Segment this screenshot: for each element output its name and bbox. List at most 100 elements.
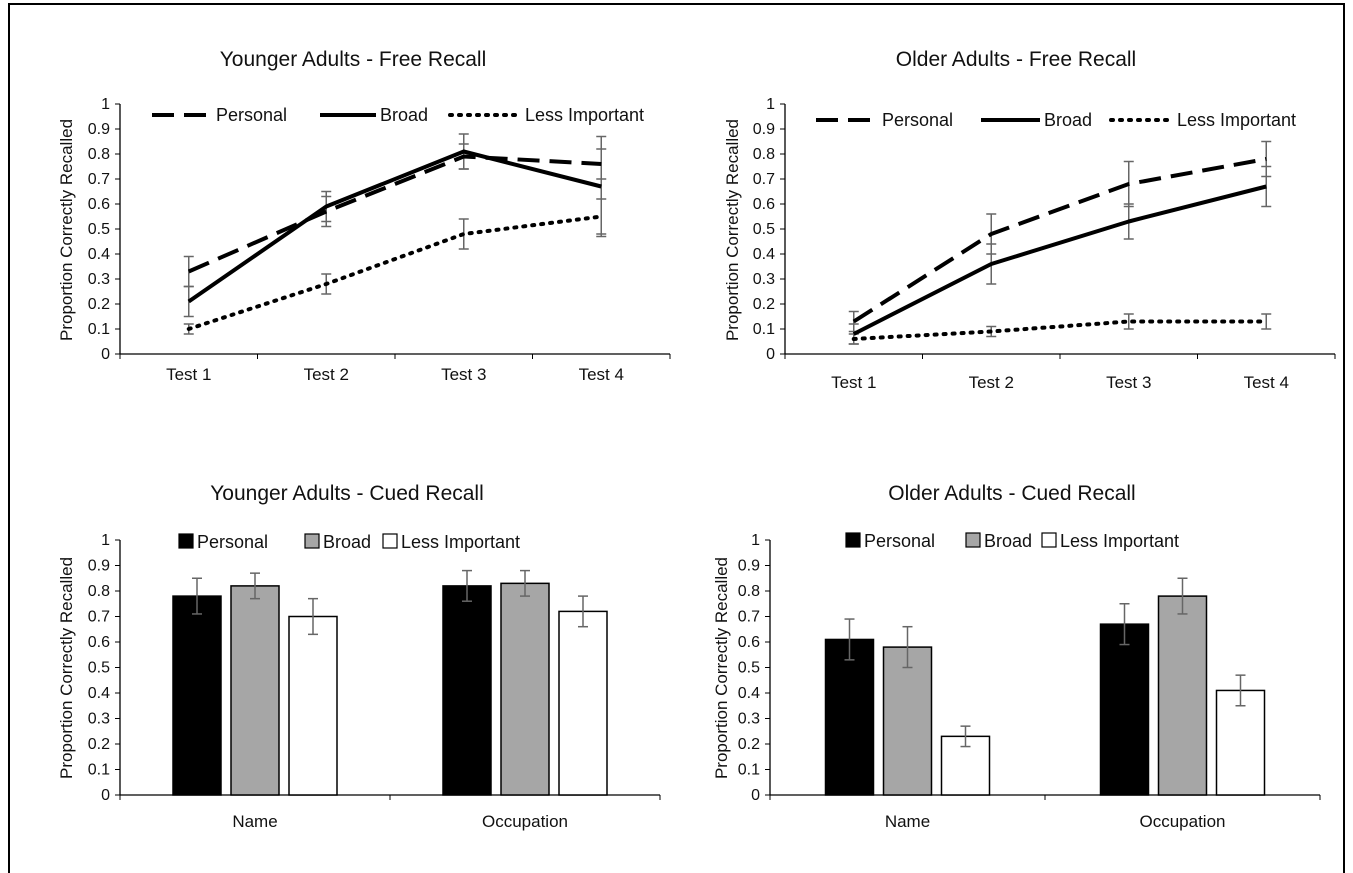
y-tick-label: 0.4	[88, 246, 110, 263]
y-axis-label: Proportion Correctly Recalled	[57, 557, 76, 779]
legend-label: Less Important	[1177, 110, 1296, 130]
y-tick-label: 1	[101, 532, 110, 549]
legend-label: Less Important	[1060, 531, 1179, 551]
y-tick-label: 0.8	[738, 583, 760, 600]
y-tick-label: 0.3	[753, 271, 775, 288]
legend-label: Broad	[380, 105, 428, 125]
bar-broad	[231, 586, 279, 795]
y-tick-label: 0.6	[88, 196, 110, 213]
y-tick-label: 0.5	[753, 221, 775, 238]
y-axis-label: Proportion Correctly Recalled	[57, 119, 76, 341]
bar-broad	[501, 583, 549, 795]
legend-label: Broad	[1044, 110, 1092, 130]
x-tick-label: Occupation	[482, 812, 568, 831]
x-tick-label: Test 4	[1244, 373, 1289, 392]
x-tick-label: Test 1	[831, 373, 876, 392]
legend-swatch	[383, 534, 397, 548]
legend-swatch	[179, 534, 193, 548]
y-tick-label: 0.9	[738, 558, 760, 575]
y-tick-label: 0.7	[88, 171, 110, 188]
y-tick-label: 0.7	[738, 609, 760, 626]
legend-label: Broad	[984, 531, 1032, 551]
y-tick-label: 0.5	[738, 660, 760, 677]
x-tick-label: Test 3	[1106, 373, 1151, 392]
chart-title: Younger Adults - Free Recall	[220, 48, 487, 71]
chart-title: Older Adults - Free Recall	[896, 48, 1136, 71]
y-tick-label: 1	[751, 532, 760, 549]
y-tick-label: 0.8	[753, 146, 775, 163]
x-tick-label: Occupation	[1140, 812, 1226, 831]
y-tick-label: 0.9	[88, 121, 110, 138]
legend-swatch	[305, 534, 319, 548]
series-line-personal	[189, 157, 602, 272]
bar-personal	[826, 639, 874, 795]
series-line-less-important	[189, 217, 602, 330]
y-tick-label: 0	[101, 346, 110, 363]
legend-label: Less Important	[525, 105, 644, 125]
ya-free-chart: Younger Adults - Free Recall Proportion C…	[57, 48, 670, 384]
legend-swatch	[966, 533, 980, 547]
y-axis-label: Proportion Correctly Recalled	[712, 557, 731, 779]
oa-cued-chart: Older Adults - Cued Recall Proportion Cor…	[712, 482, 1320, 831]
y-tick-label: 0.5	[88, 221, 110, 238]
y-tick-label: 0.2	[738, 736, 760, 753]
legend-label: Less Important	[401, 532, 520, 552]
bar-personal	[1101, 624, 1149, 795]
legend-label: Personal	[216, 105, 287, 125]
y-tick-label: 0.9	[88, 558, 110, 575]
y-tick-label: 0.5	[88, 660, 110, 677]
y-tick-label: 0.6	[738, 634, 760, 651]
y-tick-label: 1	[766, 96, 775, 113]
x-tick-label: Test 4	[579, 365, 624, 384]
bar-less-important	[289, 617, 337, 796]
x-tick-label: Name	[885, 812, 930, 831]
y-tick-label: 0.6	[88, 634, 110, 651]
bar-broad	[1159, 596, 1207, 795]
x-tick-label: Test 1	[166, 365, 211, 384]
y-tick-label: 0.9	[753, 121, 775, 138]
y-tick-label: 0.4	[88, 685, 110, 702]
y-tick-label: 0.4	[753, 246, 775, 263]
legend-label: Personal	[197, 532, 268, 552]
y-tick-label: 0.3	[738, 711, 760, 728]
y-tick-label: 0.2	[88, 736, 110, 753]
chart-title: Older Adults - Cued Recall	[888, 482, 1135, 505]
series-line-less-important	[854, 322, 1267, 340]
x-tick-label: Test 2	[304, 365, 349, 384]
legend-label: Broad	[323, 532, 371, 552]
y-tick-label: 0.3	[88, 711, 110, 728]
bar-broad	[884, 647, 932, 795]
y-tick-label: 0.1	[753, 321, 775, 338]
y-tick-label: 0.1	[88, 321, 110, 338]
y-tick-label: 0.8	[88, 583, 110, 600]
ya-cued-chart: Younger Adults - Cued Recall Proportion C…	[57, 482, 660, 831]
legend-label: Personal	[882, 110, 953, 130]
y-tick-label: 0.2	[88, 296, 110, 313]
legend-swatch	[1042, 533, 1056, 547]
legend-label: Personal	[864, 531, 935, 551]
y-tick-label: 0.4	[738, 685, 760, 702]
y-tick-label: 0.1	[88, 762, 110, 779]
series-line-broad	[189, 152, 602, 302]
y-tick-label: 0.2	[753, 296, 775, 313]
series-line-personal	[854, 159, 1267, 322]
y-tick-label: 0	[751, 787, 760, 804]
x-tick-label: Test 3	[441, 365, 486, 384]
y-tick-label: 0.8	[88, 146, 110, 163]
y-tick-label: 1	[101, 96, 110, 113]
bar-less-important	[559, 611, 607, 795]
x-tick-label: Test 2	[969, 373, 1014, 392]
bar-personal	[173, 596, 221, 795]
y-tick-label: 0.7	[88, 609, 110, 626]
y-tick-label: 0.3	[88, 271, 110, 288]
chart-title: Younger Adults - Cued Recall	[210, 482, 484, 505]
y-tick-label: 0	[766, 346, 775, 363]
y-tick-label: 0.1	[738, 762, 760, 779]
y-tick-label: 0.7	[753, 171, 775, 188]
legend-swatch	[846, 533, 860, 547]
bar-personal	[443, 586, 491, 795]
x-tick-label: Name	[232, 812, 277, 831]
